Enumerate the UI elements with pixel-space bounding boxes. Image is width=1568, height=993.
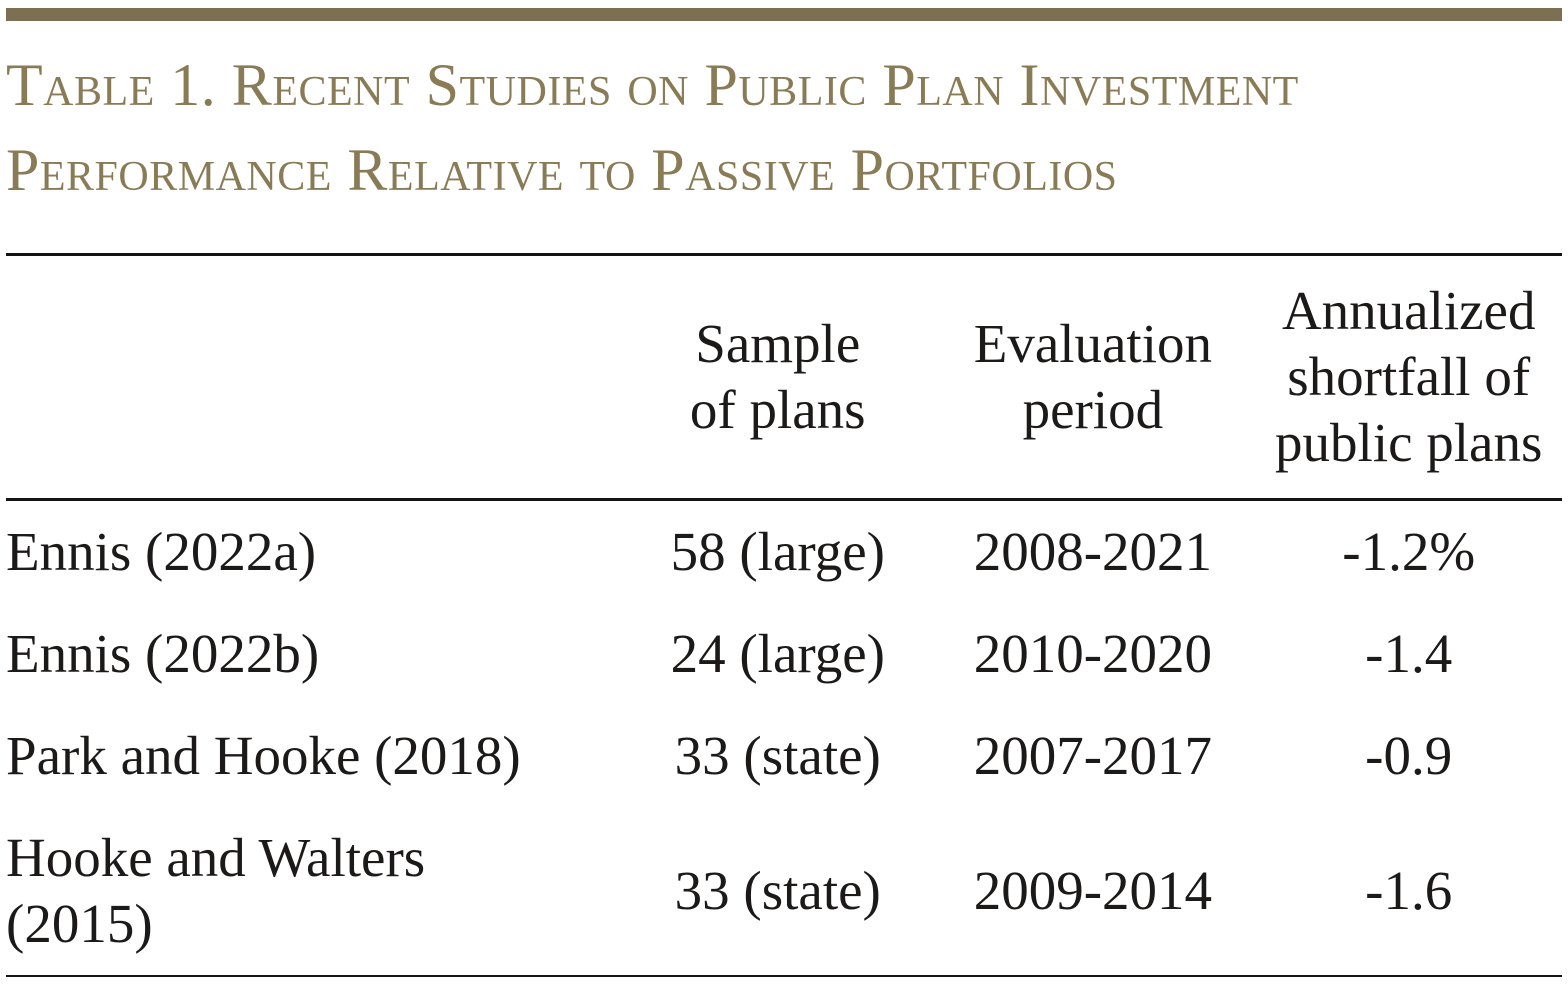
study-cell: Ennis (2022b) [6,623,320,685]
sample-cell: 24 (large) [670,623,885,685]
shortfall-cell: -1.6 [1365,860,1453,922]
period-cell: 2007-2017 [973,725,1213,787]
col-header-period: Evaluation period [973,313,1212,441]
table-rule-top [6,253,1562,257]
study-cell: Park and Hooke (2018) [6,725,521,787]
sample-cell: 33 (state) [674,860,881,922]
table-row: Park and Hooke (2018) 33 (state) 2007-20… [6,705,1562,807]
table-rule-bottom [6,975,1562,978]
table-row: Hooke and Walters (2015) 33 (state) 2009… [6,807,1562,975]
accent-top-bar [6,8,1562,21]
table-title: Table 1. Recent Studies on Public Plan I… [6,52,1299,204]
sample-cell: 33 (state) [674,725,881,787]
sample-cell: 58 (large) [670,521,885,583]
col-header-shortfall: Annualized shortfall of public plans [1275,280,1543,474]
studies-table: Sample of plans Evaluation period Annual… [6,253,1562,978]
document-page: Table 1. Recent Studies on Public Plan I… [0,8,1568,993]
table-rule-header-bottom [6,498,1562,502]
shortfall-cell: -1.2% [1342,521,1476,583]
table-header-row: Sample of plans Evaluation period Annual… [6,256,1562,498]
table-row: Ennis (2022b) 24 (large) 2010-2020 -1.4 [6,603,1562,705]
period-cell: 2010-2020 [973,623,1213,685]
col-header-sample: Sample of plans [689,313,866,441]
study-cell: Hooke and Walters (2015) [6,827,426,955]
study-cell: Ennis (2022a) [6,521,317,583]
shortfall-cell: -0.9 [1365,725,1453,787]
period-cell: 2008-2021 [973,521,1213,583]
shortfall-cell: -1.4 [1365,623,1453,685]
table-row: Ennis (2022a) 58 (large) 2008-2021 -1.2% [6,501,1562,603]
period-cell: 2009-2014 [973,860,1213,922]
